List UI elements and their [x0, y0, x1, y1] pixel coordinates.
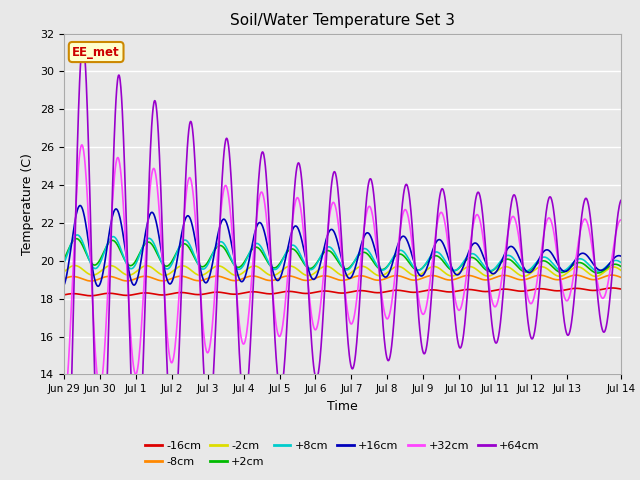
+16cm	[319, 252, 326, 257]
-8cm	[104, 274, 111, 279]
+16cm	[127, 276, 134, 281]
+8cm	[126, 265, 134, 271]
Text: EE_met: EE_met	[72, 46, 120, 59]
-8cm	[378, 277, 385, 283]
-2cm	[617, 267, 625, 273]
Line: +64cm: +64cm	[64, 44, 621, 480]
+16cm	[60, 282, 68, 288]
-16cm	[297, 290, 305, 296]
Line: +2cm: +2cm	[64, 239, 621, 273]
+2cm	[617, 264, 625, 269]
+8cm	[60, 260, 68, 266]
+8cm	[617, 260, 625, 265]
+2cm	[73, 236, 81, 241]
-2cm	[126, 272, 134, 278]
-2cm	[318, 264, 326, 270]
Legend: -16cm, -8cm, -2cm, +2cm, +8cm, +16cm, +32cm, +64cm: -16cm, -8cm, -2cm, +2cm, +8cm, +16cm, +3…	[141, 437, 544, 471]
+2cm	[297, 255, 305, 261]
-8cm	[297, 276, 305, 282]
-16cm	[126, 292, 134, 298]
-16cm	[318, 288, 326, 294]
+16cm	[76, 203, 84, 208]
-8cm	[308, 276, 316, 282]
-2cm	[71, 263, 79, 268]
-2cm	[60, 269, 68, 275]
Line: +32cm: +32cm	[64, 145, 621, 403]
+32cm	[617, 217, 625, 223]
+2cm	[593, 270, 601, 276]
+32cm	[297, 205, 305, 211]
+32cm	[318, 287, 326, 292]
+32cm	[60, 400, 68, 406]
-2cm	[592, 274, 600, 279]
+8cm	[308, 266, 316, 272]
-2cm	[378, 273, 385, 278]
+2cm	[308, 265, 316, 271]
+64cm	[127, 359, 134, 364]
Y-axis label: Temperature (C): Temperature (C)	[22, 153, 35, 255]
+64cm	[319, 322, 326, 328]
-2cm	[104, 264, 111, 269]
-16cm	[617, 286, 625, 292]
Line: -2cm: -2cm	[64, 265, 621, 276]
+8cm	[104, 241, 111, 247]
+16cm	[378, 269, 385, 275]
+32cm	[308, 317, 316, 323]
-8cm	[608, 272, 616, 278]
+8cm	[318, 251, 326, 256]
Title: Soil/Water Temperature Set 3: Soil/Water Temperature Set 3	[230, 13, 455, 28]
+32cm	[78, 142, 86, 148]
+64cm	[297, 170, 305, 176]
-8cm	[617, 275, 625, 280]
+64cm	[617, 198, 625, 204]
-8cm	[126, 277, 134, 283]
-16cm	[87, 293, 95, 299]
-2cm	[297, 269, 305, 275]
+2cm	[318, 252, 326, 258]
+64cm	[104, 354, 111, 360]
-8cm	[87, 278, 95, 284]
X-axis label: Time: Time	[327, 400, 358, 413]
+8cm	[74, 232, 81, 238]
+8cm	[378, 267, 385, 273]
+2cm	[60, 256, 68, 262]
+8cm	[297, 252, 305, 258]
+32cm	[126, 324, 134, 330]
+16cm	[308, 276, 316, 282]
Line: +8cm: +8cm	[64, 235, 621, 271]
Line: -16cm: -16cm	[64, 288, 621, 296]
+16cm	[297, 234, 305, 240]
+2cm	[378, 267, 385, 273]
+64cm	[79, 41, 87, 47]
-16cm	[609, 285, 616, 291]
-8cm	[318, 273, 326, 279]
+64cm	[308, 351, 316, 357]
+32cm	[104, 295, 111, 301]
-8cm	[60, 276, 68, 282]
+8cm	[595, 268, 602, 274]
+2cm	[104, 242, 111, 248]
+16cm	[104, 239, 111, 245]
+16cm	[94, 283, 102, 289]
-16cm	[104, 290, 111, 296]
-16cm	[378, 289, 385, 295]
+2cm	[126, 263, 134, 268]
+32cm	[378, 288, 385, 294]
-2cm	[308, 272, 316, 277]
-16cm	[308, 290, 316, 296]
-16cm	[60, 292, 68, 298]
Line: -8cm: -8cm	[64, 275, 621, 281]
Line: +16cm: +16cm	[64, 205, 621, 286]
+64cm	[378, 302, 385, 308]
+16cm	[617, 253, 625, 259]
